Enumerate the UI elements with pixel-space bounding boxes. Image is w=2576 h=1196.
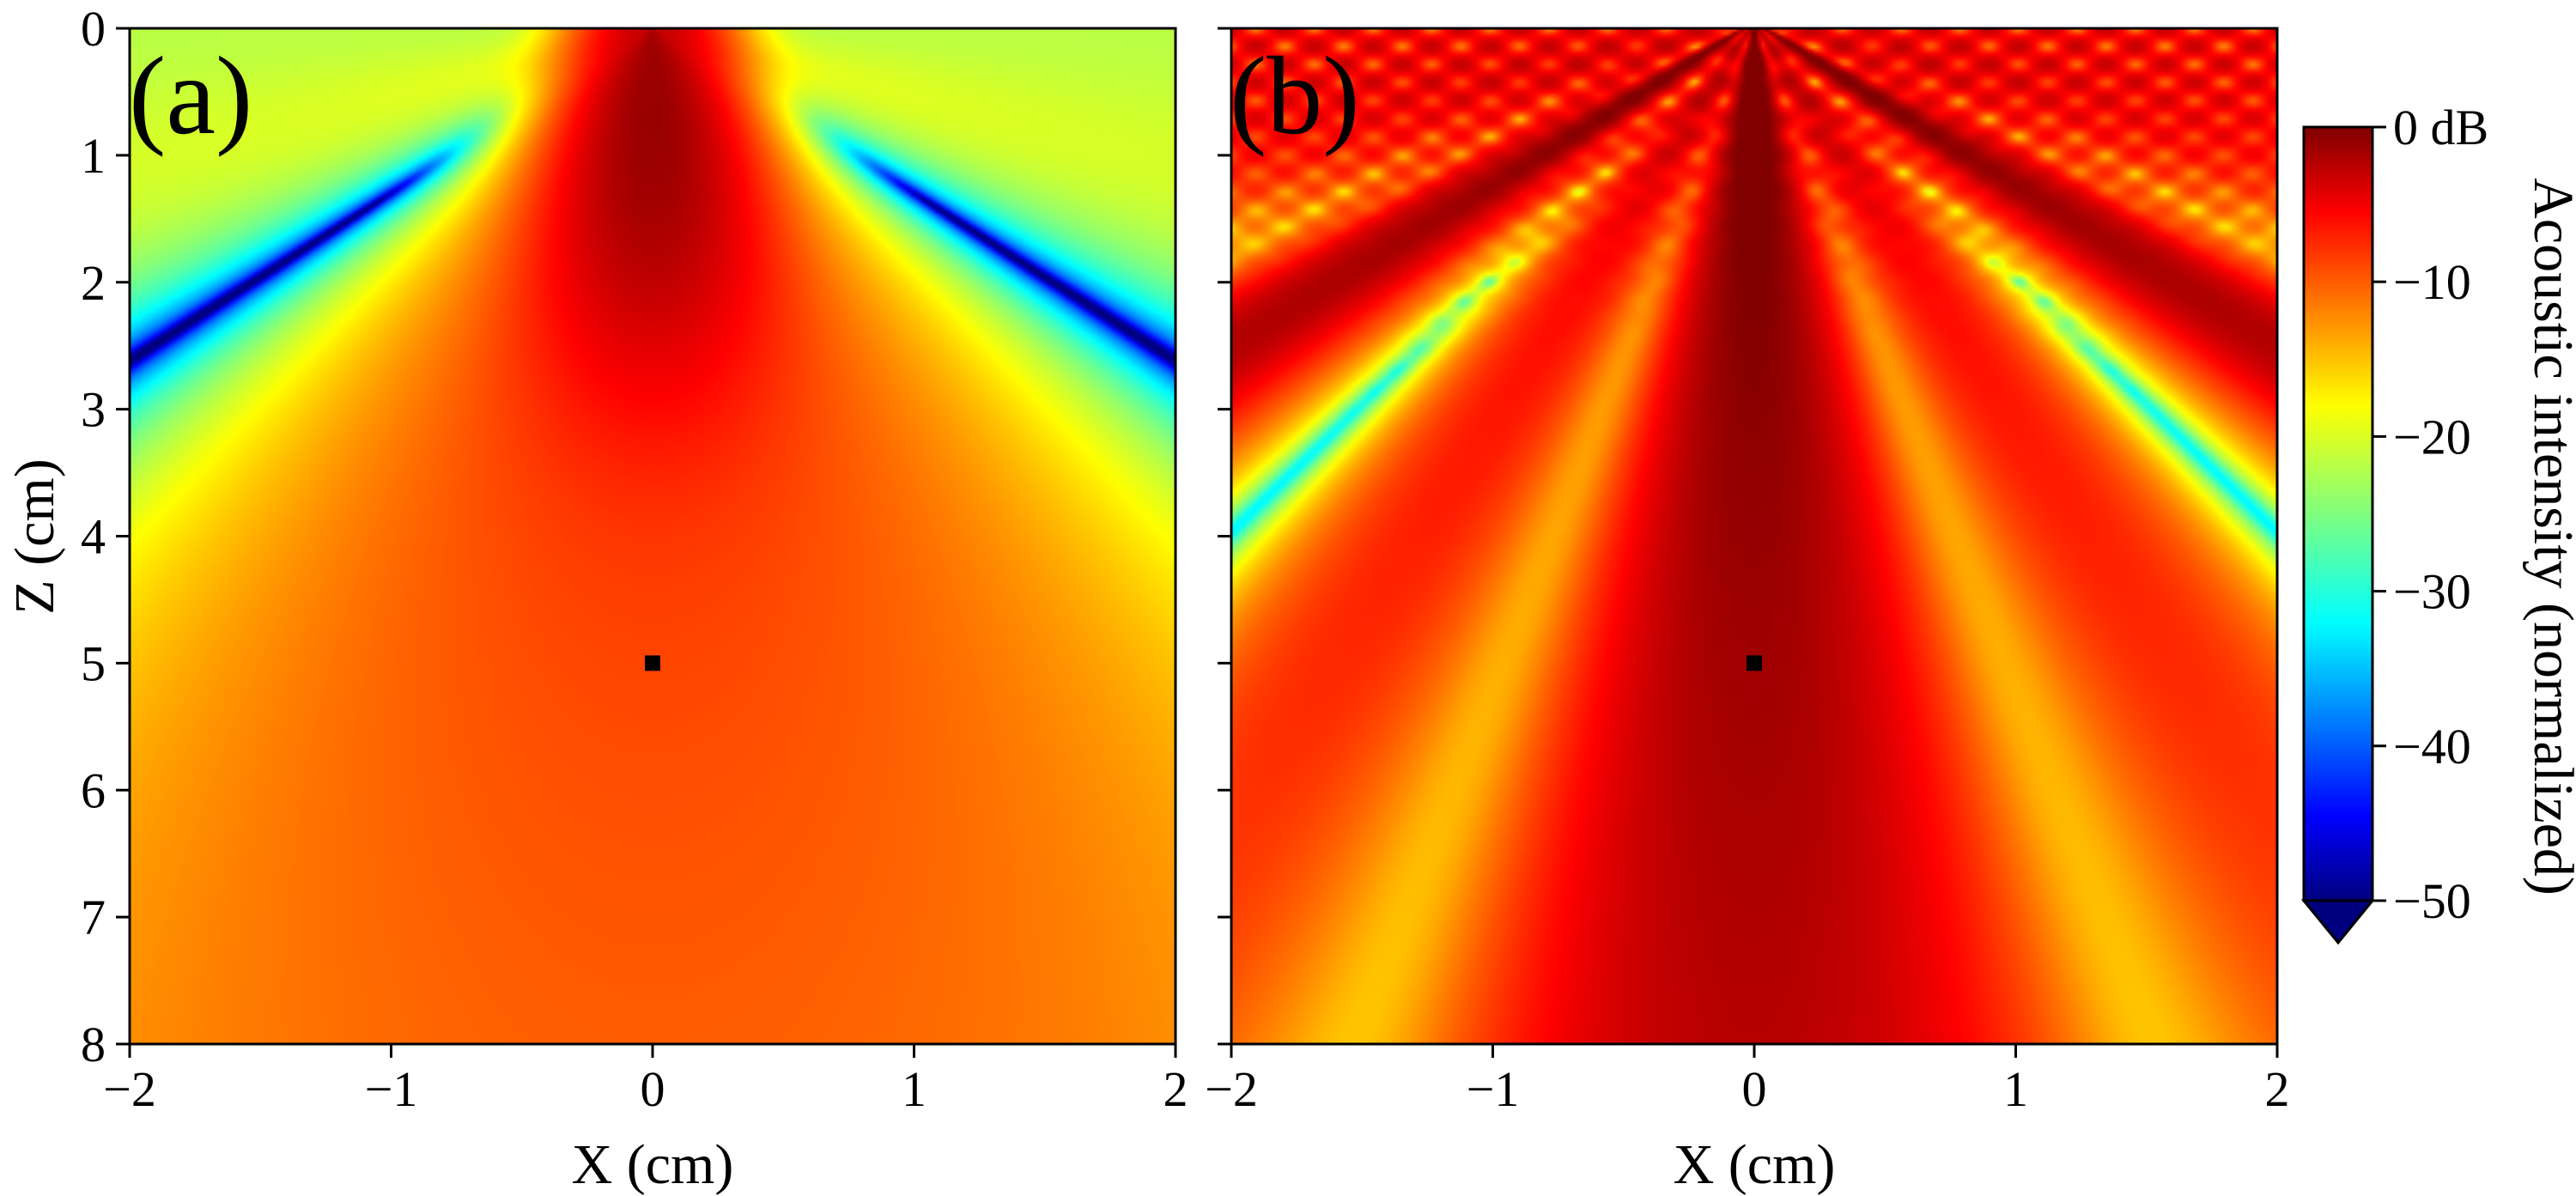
colorbar-tick-label-0: 0 dB xyxy=(2393,100,2488,155)
colorbar: 0 dB −10 −20 −30 −40 −50 Acoustic intensity (… xyxy=(2300,100,2576,945)
panel-b: −2 −1 0 1 2 (b) X (cm) xyxy=(1205,27,2290,1196)
x-tick-label-a-2: 0 xyxy=(641,1061,665,1117)
y-tick-label-a-3: 3 xyxy=(81,382,106,438)
heatmap-a-image xyxy=(130,28,1176,1044)
x-tick-label-b-4: 2 xyxy=(2265,1061,2290,1117)
x-tick-label-b-3: 1 xyxy=(2003,1061,2028,1117)
colorbar-extend-triangle xyxy=(2300,899,2376,945)
colorbar-tick-label-5: −50 xyxy=(2393,873,2471,929)
y-tick-label-a-5: 5 xyxy=(81,635,106,691)
x-tick-label-b-0: −2 xyxy=(1205,1061,1258,1117)
colorbar-tick-label-1: −10 xyxy=(2393,254,2471,310)
colorbar-gradient xyxy=(2304,127,2372,901)
y-tick-label-a-0: 0 xyxy=(81,1,106,57)
y-tick-label-a-7: 7 xyxy=(81,889,106,945)
x-axis-title-b: X (cm) xyxy=(1674,1133,1836,1196)
colorbar-tick-label-2: −20 xyxy=(2393,409,2471,464)
focal-marker-b xyxy=(1747,655,1762,671)
panel-label-b: (b) xyxy=(1230,34,1360,158)
focal-marker-a xyxy=(645,655,660,671)
y-tick-label-a-8: 8 xyxy=(81,1017,106,1072)
colorbar-title: Acoustic intensity (normalized) xyxy=(2522,178,2576,895)
x-tick-label-b-2: 0 xyxy=(1742,1061,1767,1117)
x-tick-label-a-4: 2 xyxy=(1163,1061,1188,1117)
x-tick-label-a-0: −2 xyxy=(103,1061,156,1117)
colorbar-ticks: 0 dB −10 −20 −30 −40 −50 xyxy=(2372,100,2488,929)
axis-ticks-a: −2 −1 0 1 2 0 1 2 3 4 5 6 7 8 xyxy=(81,1,1188,1117)
panel-label-a: (a) xyxy=(129,34,252,158)
x-tick-label-a-3: 1 xyxy=(902,1061,927,1117)
x-tick-label-a-1: −1 xyxy=(365,1061,418,1117)
axis-ticks-b: −2 −1 0 1 2 xyxy=(1205,27,2290,1117)
heatmap-b-image xyxy=(1231,28,2277,1044)
y-axis-title-a: Z (cm) xyxy=(3,458,66,614)
x-tick-label-b-1: −1 xyxy=(1467,1061,1520,1117)
colorbar-tick-label-4: −40 xyxy=(2393,719,2471,774)
colorbar-tick-label-3: −30 xyxy=(2393,564,2471,620)
colorbar-frame xyxy=(2302,125,2374,902)
y-tick-label-a-1: 1 xyxy=(81,128,106,184)
y-tick-label-a-6: 6 xyxy=(81,762,106,818)
y-tick-label-a-2: 2 xyxy=(81,255,106,311)
x-axis-title-a: X (cm) xyxy=(572,1133,734,1196)
panel-a: −2 −1 0 1 2 0 1 2 3 4 5 6 7 8 (a) X (cm) Z (cm) xyxy=(3,1,1188,1196)
y-tick-label-a-4: 4 xyxy=(81,509,106,565)
